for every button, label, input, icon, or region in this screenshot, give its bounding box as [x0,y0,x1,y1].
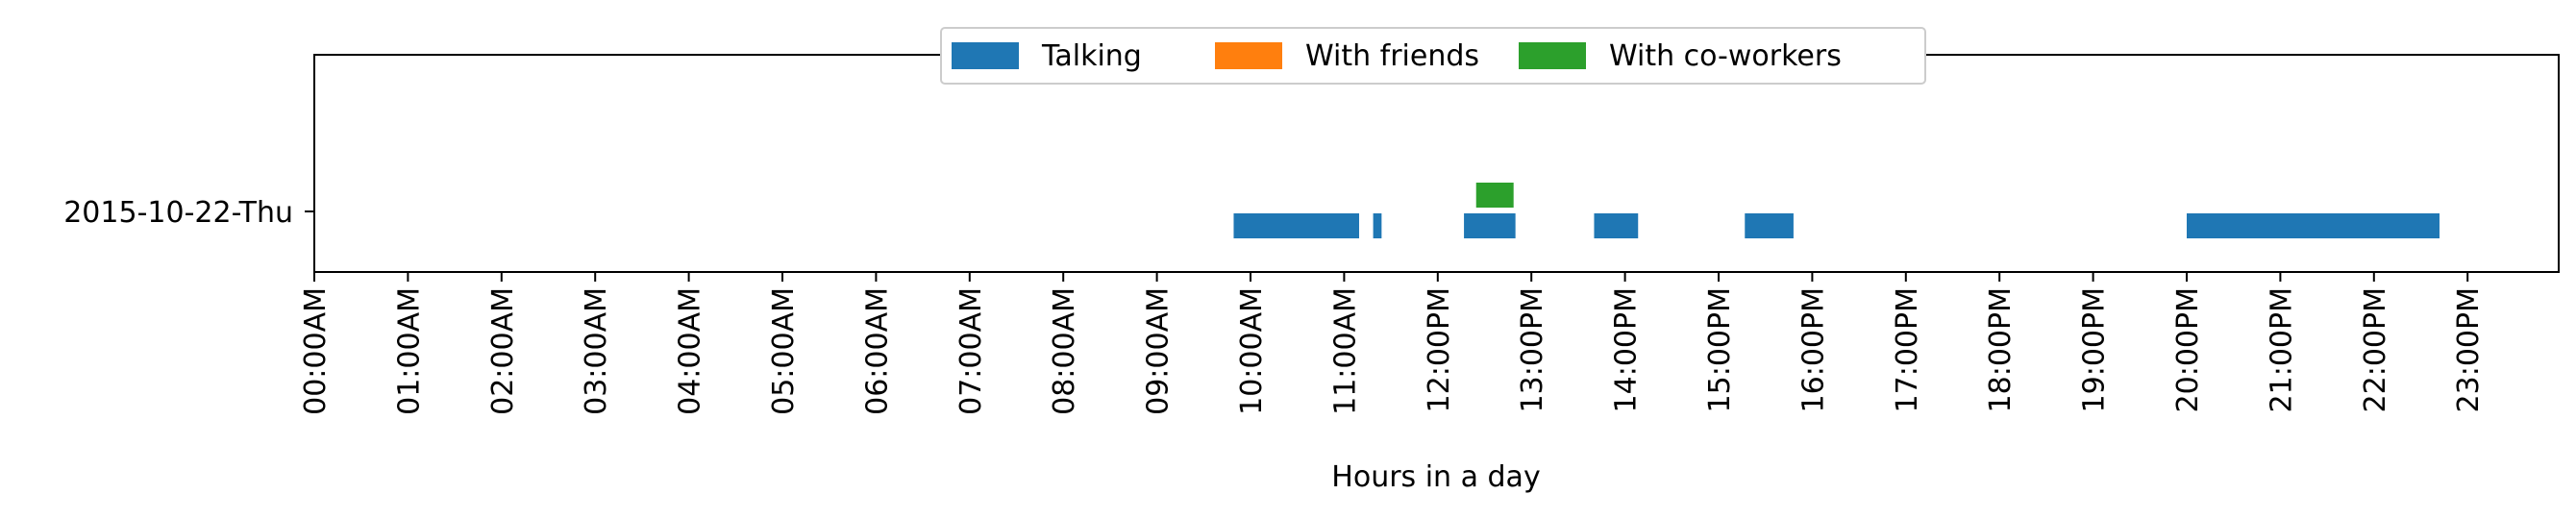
bar-talking-4 [1745,213,1794,238]
x-tick-label: 14:00PM [1610,287,1644,412]
x-tick-label: 19:00PM [2078,287,2112,412]
x-tick-label: 08:00AM [1048,287,1081,415]
y-tick-label: 2015-10-22-Thu [63,196,293,230]
x-tick-label: 06:00AM [860,287,894,415]
legend: Talking With friends With co-workers [940,27,1926,85]
x-tick-label: 21:00PM [2265,287,2298,412]
x-tick-label: 11:00AM [1328,287,1362,415]
bar-talking-0 [1233,213,1359,238]
legend-swatch [1215,42,1282,69]
x-tick-label: 07:00AM [954,287,988,415]
x-tick-label: 02:00AM [486,287,520,415]
legend-label: With co-workers [1609,38,1842,73]
x-tick-label: 16:00PM [1796,287,1830,412]
x-tick-label: 20:00PM [2171,287,2205,412]
x-tick-label: 01:00AM [392,287,426,415]
legend-item-with-co-workers: With co-workers [1519,29,1842,83]
bar-talking-3 [1594,213,1639,238]
x-tick-label: 10:00AM [1235,287,1269,415]
legend-swatch [952,42,1019,69]
legend-label: With friends [1305,38,1480,73]
x-tick-label: 09:00AM [1142,287,1176,415]
x-tick-label: 03:00AM [580,287,613,415]
legend-item-with-friends: With friends [1215,29,1479,83]
x-axis: 00:00AM 01:00AM 02:00AM 03:00AM 04:00AM 05:00… [299,272,2486,415]
bar-talking-2 [1464,213,1516,238]
x-tick-label: 18:00PM [1984,287,2018,412]
legend-item-talking: Talking [952,29,1142,83]
bar-talking-5 [2187,213,2440,238]
x-tick-label: 23:00PM [2452,287,2486,412]
x-axis-label: Hours in a day [1331,460,1540,494]
bar-talking-1 [1373,213,1382,238]
x-tick-label: 05:00AM [767,287,801,415]
y-axis: 2015-10-22-Thu [63,196,314,230]
legend-swatch [1519,42,1586,69]
x-tick-label: 15:00PM [1703,287,1737,412]
plot-background [314,55,2559,272]
legend-label: Talking [1042,38,1142,73]
x-tick-label: 22:00PM [2359,287,2392,412]
x-tick-label: 00:00AM [299,287,333,415]
x-tick-label: 12:00PM [1423,287,1456,412]
bar-with-co-workers-0 [1475,183,1514,208]
x-tick-label: 17:00PM [1891,287,1924,412]
x-tick-label: 13:00PM [1516,287,1549,412]
bar-layer [1233,183,2440,238]
x-tick-label: 04:00AM [674,287,707,415]
